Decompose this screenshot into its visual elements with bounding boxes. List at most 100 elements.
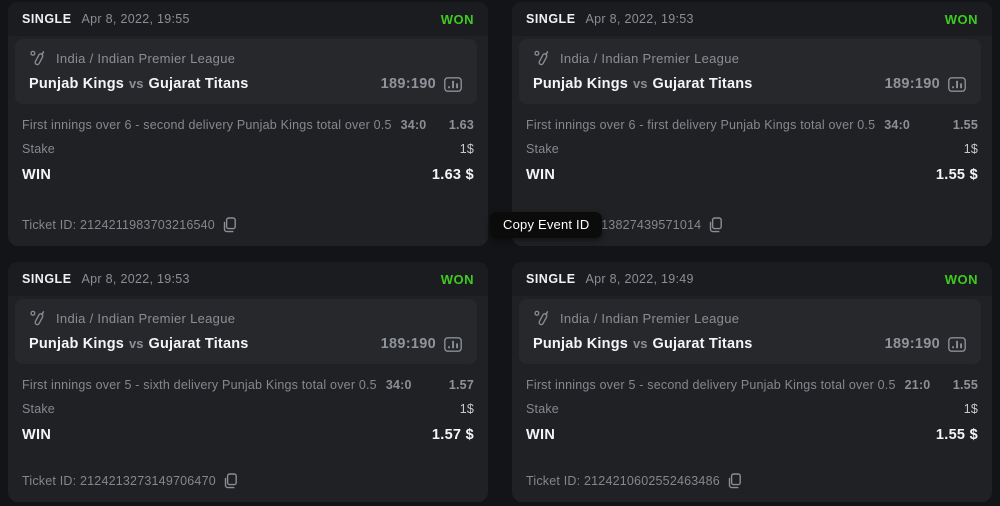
win-label: WIN xyxy=(526,427,556,443)
win-row: WIN 1.55 $ xyxy=(526,421,978,449)
cricket-bat-icon xyxy=(30,50,45,66)
bet-selection-row: First innings over 6 - first delivery Pu… xyxy=(526,113,978,137)
stake-row: Stake 1$ xyxy=(526,397,978,421)
team-away: Gujarat Titans xyxy=(148,76,249,92)
ticket-id: Ticket ID: 2124210602552463486 xyxy=(526,474,720,488)
stats-icon[interactable] xyxy=(948,76,966,92)
bet-detail-rows: First innings over 5 - sixth delivery Pu… xyxy=(8,364,488,449)
teams-row: Punjab Kings vs Gujarat Titans 189:190 xyxy=(533,76,966,92)
league-row: India / Indian Premier League xyxy=(29,309,462,327)
match-teams: Punjab Kings vs Gujarat Titans xyxy=(533,336,753,352)
stake-row: Stake 1$ xyxy=(526,137,978,161)
bet-live-score: 34:0 xyxy=(400,118,427,132)
match-score: 189:190 xyxy=(884,76,940,92)
stats-icon[interactable] xyxy=(444,76,462,92)
cricket-bat-icon xyxy=(30,310,45,326)
bet-live-score: 34:0 xyxy=(884,118,911,132)
bet-odds: 1.57 xyxy=(448,378,474,392)
bet-card: SINGLE Apr 8, 2022, 19:55 WON India / In… xyxy=(8,2,488,246)
score-group: 189:190 xyxy=(381,76,462,92)
league-row: India / Indian Premier League xyxy=(29,49,462,67)
league-label: India / Indian Premier League xyxy=(560,310,740,326)
team-away: Gujarat Titans xyxy=(652,336,753,352)
stake-value: 1$ xyxy=(459,402,474,416)
status-badge: WON xyxy=(944,11,978,27)
bet-type-label: SINGLE xyxy=(22,272,72,286)
win-label: WIN xyxy=(22,167,52,183)
bet-odds: 1.55 xyxy=(952,118,978,132)
match-block: India / Indian Premier League Punjab Kin… xyxy=(15,299,477,364)
team-home: Punjab Kings xyxy=(29,336,125,352)
bet-datetime: Apr 8, 2022, 19:49 xyxy=(585,272,694,286)
league-label: India / Indian Premier League xyxy=(560,50,740,66)
team-home: Punjab Kings xyxy=(533,76,629,92)
status-badge: WON xyxy=(944,271,978,287)
stake-label: Stake xyxy=(526,142,559,156)
copy-icon[interactable] xyxy=(708,217,723,233)
match-teams: Punjab Kings vs Gujarat Titans xyxy=(29,336,249,352)
ticket-id: Ticket ID: 2124211983703216540 xyxy=(22,218,215,232)
bet-type-label: SINGLE xyxy=(526,12,576,26)
cricket-bat-icon xyxy=(534,310,549,326)
bet-type-label: SINGLE xyxy=(526,272,576,286)
copy-icon[interactable] xyxy=(222,217,237,233)
team-away: Gujarat Titans xyxy=(148,336,249,352)
copy-icon[interactable] xyxy=(727,473,742,489)
copy-event-id-tooltip: Copy Event ID xyxy=(490,212,603,238)
match-score: 189:190 xyxy=(884,336,940,352)
bet-live-score: 21:0 xyxy=(904,378,931,392)
match-teams: Punjab Kings vs Gujarat Titans xyxy=(533,76,753,92)
match-score: 189:190 xyxy=(380,76,436,92)
vs-label: vs xyxy=(129,336,144,351)
league-row: India / Indian Premier League xyxy=(533,49,966,67)
bet-description: First innings over 5 - second delivery P… xyxy=(526,378,896,392)
cricket-bat-icon xyxy=(534,50,549,66)
league-row: India / Indian Premier League xyxy=(533,309,966,327)
stats-icon[interactable] xyxy=(948,336,966,352)
bet-detail-rows: First innings over 5 - second delivery P… xyxy=(512,364,992,449)
score-group: 189:190 xyxy=(885,336,966,352)
teams-row: Punjab Kings vs Gujarat Titans 189:190 xyxy=(29,76,462,92)
bet-datetime: Apr 8, 2022, 19:53 xyxy=(585,12,694,26)
bet-card: SINGLE Apr 8, 2022, 19:49 WON India / In… xyxy=(512,262,992,502)
teams-row: Punjab Kings vs Gujarat Titans 189:190 xyxy=(29,336,462,352)
team-away: Gujarat Titans xyxy=(652,76,753,92)
stake-row: Stake 1$ xyxy=(22,397,474,421)
ticket-id: Ticket ID: 2124213273149706470 xyxy=(22,474,216,488)
bet-card-header: SINGLE Apr 8, 2022, 19:53 WON xyxy=(8,262,488,296)
stake-value: 1$ xyxy=(963,402,978,416)
bet-description: First innings over 6 - second delivery P… xyxy=(22,118,392,132)
win-value: 1.55 $ xyxy=(935,167,978,183)
win-value: 1.63 $ xyxy=(431,167,474,183)
score-group: 189:190 xyxy=(381,336,462,352)
bet-detail-rows: First innings over 6 - first delivery Pu… xyxy=(512,104,992,189)
stake-label: Stake xyxy=(526,402,559,416)
bet-card: SINGLE Apr 8, 2022, 19:53 WON India / In… xyxy=(8,262,488,502)
status-badge: WON xyxy=(440,271,474,287)
bet-card-header: SINGLE Apr 8, 2022, 19:53 WON xyxy=(512,2,992,36)
team-home: Punjab Kings xyxy=(533,336,629,352)
win-label: WIN xyxy=(526,167,556,183)
match-block: India / Indian Premier League Punjab Kin… xyxy=(519,39,981,104)
win-row: WIN 1.63 $ xyxy=(22,161,474,189)
bet-odds: 1.55 xyxy=(952,378,978,392)
teams-row: Punjab Kings vs Gujarat Titans 189:190 xyxy=(533,336,966,352)
league-label: India / Indian Premier League xyxy=(56,310,236,326)
stake-label: Stake xyxy=(22,402,55,416)
bet-description: First innings over 5 - sixth delivery Pu… xyxy=(22,378,377,392)
ticket-row: 213827439571014 xyxy=(512,217,992,246)
bet-card: SINGLE Apr 8, 2022, 19:53 WON India / In… xyxy=(512,2,992,246)
match-score: 189:190 xyxy=(380,336,436,352)
vs-label: vs xyxy=(633,76,648,91)
ticket-row: Ticket ID: 2124213273149706470 xyxy=(8,473,488,502)
stats-icon[interactable] xyxy=(444,336,462,352)
ticket-row: Ticket ID: 2124211983703216540 xyxy=(8,217,488,246)
win-row: WIN 1.55 $ xyxy=(526,161,978,189)
bet-selection-row: First innings over 5 - second delivery P… xyxy=(526,373,978,397)
copy-icon[interactable] xyxy=(223,473,238,489)
status-badge: WON xyxy=(440,11,474,27)
bet-datetime: Apr 8, 2022, 19:53 xyxy=(81,272,190,286)
win-value: 1.57 $ xyxy=(431,427,474,443)
win-row: WIN 1.57 $ xyxy=(22,421,474,449)
bet-card-header: SINGLE Apr 8, 2022, 19:55 WON xyxy=(8,2,488,36)
